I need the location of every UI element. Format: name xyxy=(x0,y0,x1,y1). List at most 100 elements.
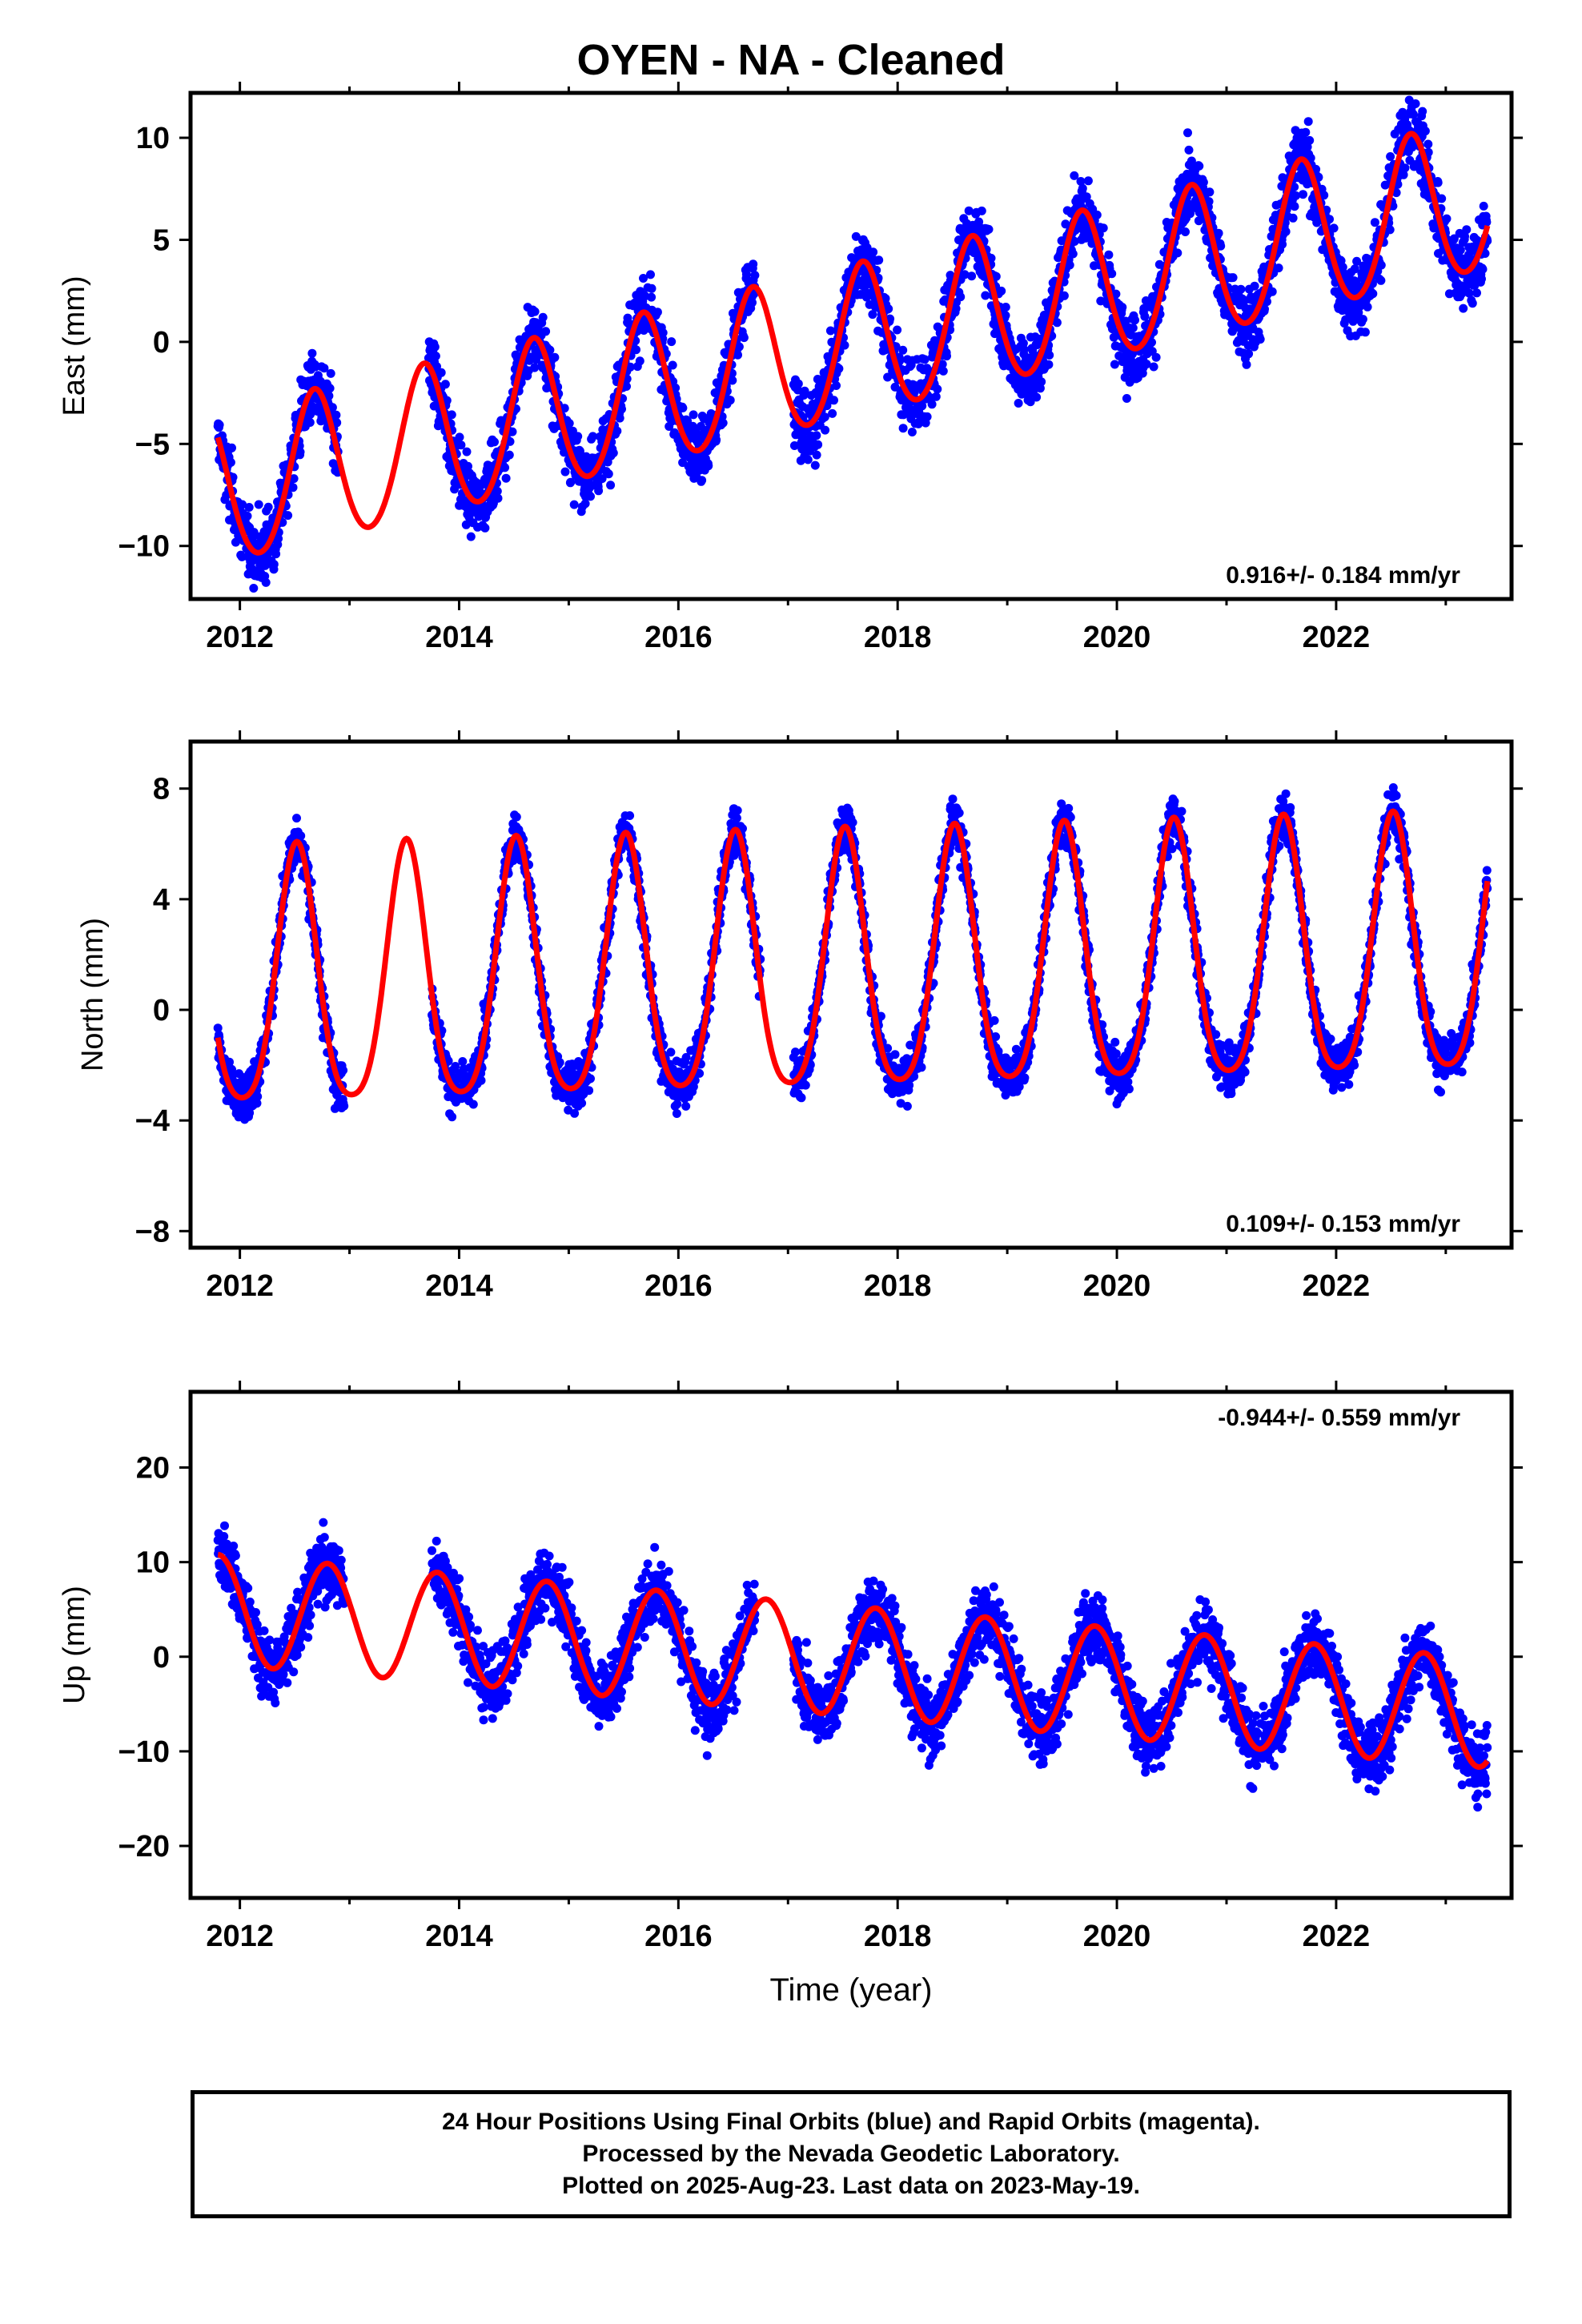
east-point xyxy=(874,255,884,265)
east-point xyxy=(899,410,908,420)
east-point xyxy=(1140,312,1150,321)
east-point xyxy=(1044,360,1054,369)
east-point xyxy=(1386,152,1395,161)
east-point xyxy=(1355,302,1365,312)
east-point xyxy=(1400,163,1410,173)
east-point xyxy=(964,206,974,215)
east-point xyxy=(1236,284,1246,294)
east-point xyxy=(538,312,548,322)
east-point xyxy=(1216,241,1226,251)
east-point xyxy=(622,382,631,391)
east-point xyxy=(541,327,551,336)
east-point xyxy=(885,314,895,324)
east-point xyxy=(820,412,829,422)
east-point xyxy=(810,460,820,470)
east-point xyxy=(1299,190,1307,199)
east-point xyxy=(1385,225,1395,235)
east-point xyxy=(505,436,515,446)
east-point xyxy=(1205,187,1215,197)
east-point xyxy=(1442,214,1452,223)
east-point xyxy=(612,426,622,436)
east-point xyxy=(501,473,511,483)
east-point xyxy=(658,328,668,337)
east-point xyxy=(504,450,514,460)
east-point xyxy=(493,493,503,503)
east-point xyxy=(1001,303,1010,312)
east-point xyxy=(1104,250,1114,259)
north-point xyxy=(339,1101,349,1111)
east-point xyxy=(271,549,281,559)
y-tick-label: −10 xyxy=(118,530,170,564)
east-point xyxy=(981,291,990,300)
east-point xyxy=(288,483,298,493)
east-point xyxy=(1214,228,1223,238)
east-point xyxy=(1456,245,1465,255)
north-point xyxy=(339,1066,348,1075)
north-point xyxy=(625,811,635,820)
east-point xyxy=(1460,231,1469,241)
east-point xyxy=(1399,170,1408,179)
north-point xyxy=(672,1109,681,1118)
east-point xyxy=(1363,254,1372,263)
east-point xyxy=(617,404,626,414)
east-point xyxy=(283,511,293,521)
east-point xyxy=(331,410,341,420)
y-tick-label: 10 xyxy=(136,122,170,155)
east-point xyxy=(1423,139,1433,149)
east-point xyxy=(718,418,728,428)
y-tick-label: −5 xyxy=(135,428,170,461)
east-point xyxy=(828,408,837,418)
north-point xyxy=(292,814,301,823)
east-point xyxy=(432,362,441,372)
east-point xyxy=(671,383,681,392)
east-point xyxy=(238,500,247,509)
east-point xyxy=(324,391,334,400)
east-point xyxy=(254,500,263,509)
east-point xyxy=(960,270,970,279)
east-point xyxy=(319,364,329,373)
east-point xyxy=(951,304,961,313)
east-point xyxy=(588,432,597,441)
chart-title: OYEN - NA - Cleaned xyxy=(576,36,1006,84)
east-point xyxy=(1380,180,1390,190)
east-point xyxy=(1411,99,1420,108)
east-model-line xyxy=(215,131,1491,556)
y-tick-label: 5 xyxy=(153,223,170,257)
east-point xyxy=(615,413,624,423)
y-tick-label: 0 xyxy=(153,326,170,360)
east-point xyxy=(669,428,679,437)
east-point xyxy=(868,310,877,320)
east-point xyxy=(1250,281,1259,291)
east-point xyxy=(697,476,707,485)
north-point xyxy=(451,1062,460,1071)
east-point xyxy=(305,418,315,427)
east-point xyxy=(1052,318,1062,328)
east-point xyxy=(1350,264,1359,274)
north-point xyxy=(512,812,521,822)
east-point xyxy=(834,364,844,373)
east-point xyxy=(1464,288,1474,298)
east-point xyxy=(1111,289,1121,299)
north-point xyxy=(732,814,741,822)
east-point xyxy=(1070,237,1079,246)
east-point xyxy=(1151,352,1161,362)
east-point xyxy=(750,271,760,280)
east-point xyxy=(550,352,560,362)
east-point xyxy=(1173,248,1182,258)
east-point xyxy=(832,381,841,390)
east-point xyxy=(1363,302,1372,312)
east-point xyxy=(898,345,908,355)
east-point xyxy=(227,443,236,452)
east-point xyxy=(922,412,932,421)
east-point xyxy=(1274,263,1283,273)
east-point xyxy=(1128,324,1138,332)
east-point xyxy=(1391,188,1401,198)
east-point xyxy=(1433,178,1443,187)
east-point xyxy=(748,298,757,308)
east-point xyxy=(1278,239,1287,249)
east-point xyxy=(933,384,942,394)
east-point xyxy=(793,379,803,388)
east-point xyxy=(800,386,809,396)
east-point xyxy=(1329,223,1339,233)
east-point xyxy=(1370,218,1379,227)
